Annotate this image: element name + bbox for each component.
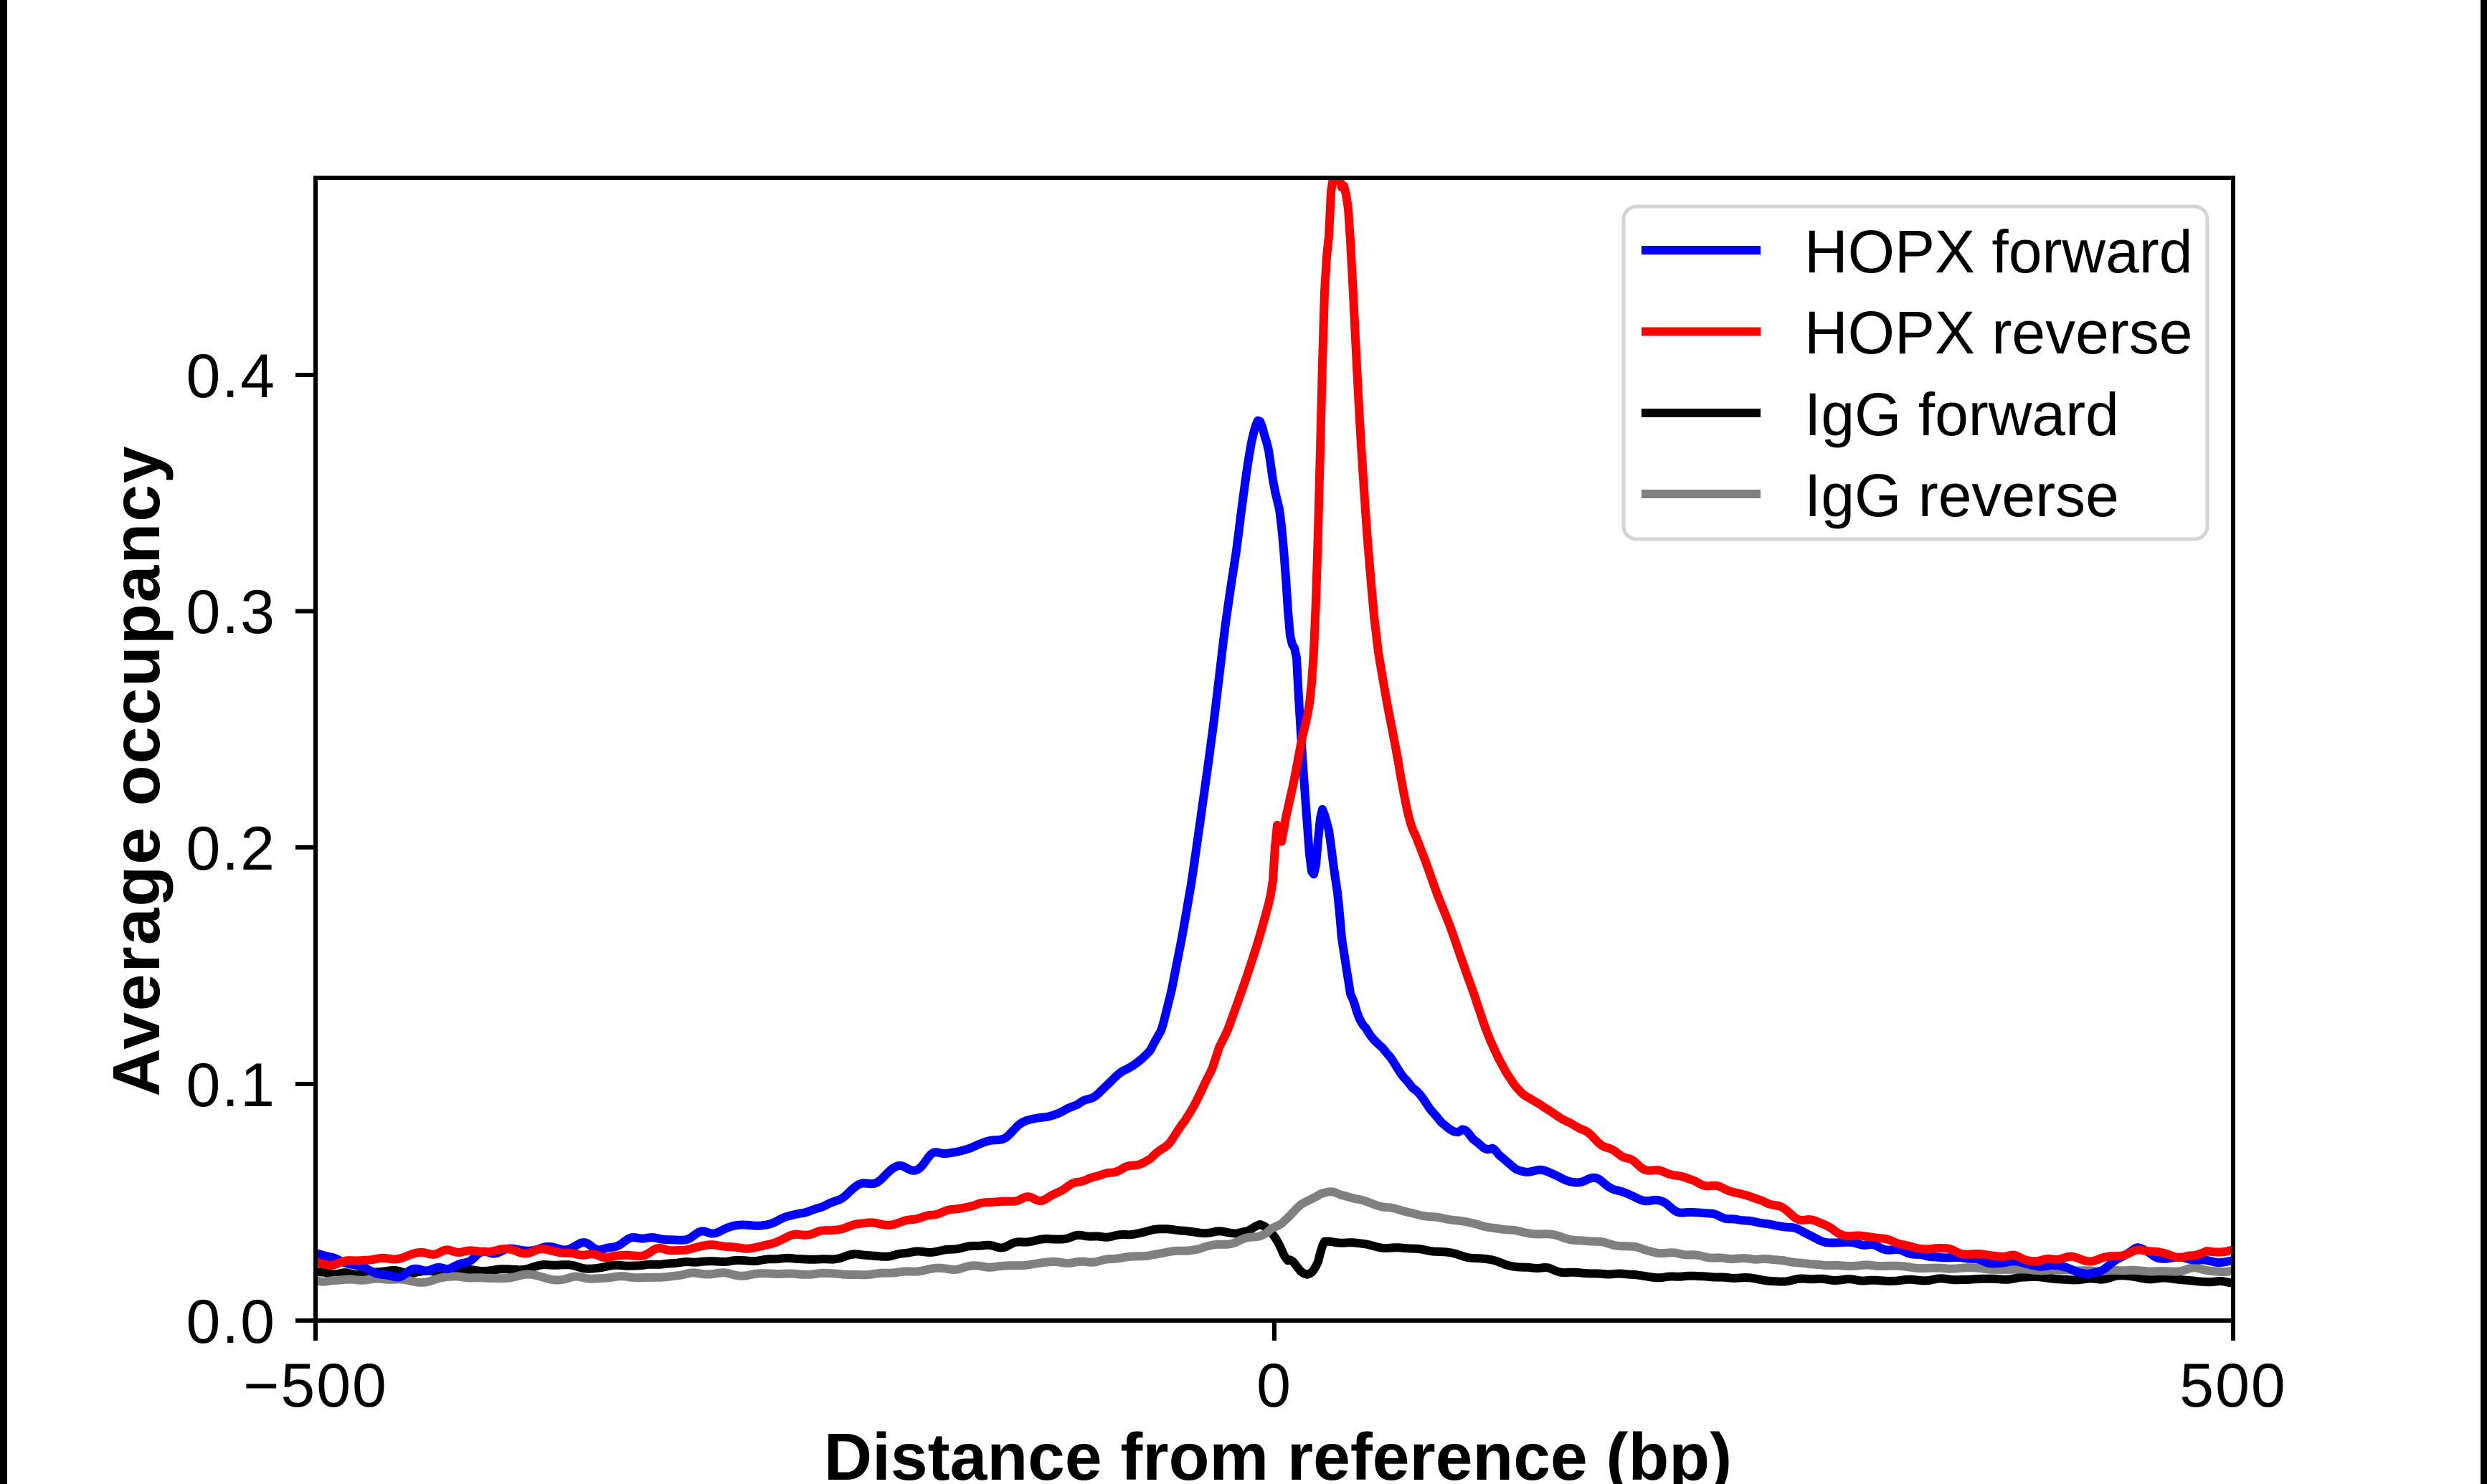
svg-text:0.3: 0.3 bbox=[186, 578, 276, 647]
svg-text:HOPX forward: HOPX forward bbox=[1804, 218, 2193, 285]
svg-text:IgG forward: IgG forward bbox=[1804, 381, 2119, 448]
svg-text:HOPX reverse: HOPX reverse bbox=[1804, 299, 2193, 366]
svg-text:0.0: 0.0 bbox=[186, 1288, 276, 1356]
svg-text:IgG reverse: IgG reverse bbox=[1804, 462, 2119, 529]
svg-text:Distance from reference (bp): Distance from reference (bp) bbox=[824, 1419, 1732, 1484]
svg-text:−500: −500 bbox=[243, 1351, 388, 1420]
svg-text:0.2: 0.2 bbox=[186, 814, 276, 883]
svg-text:0.4: 0.4 bbox=[186, 342, 276, 411]
svg-text:Average occupancy: Average occupancy bbox=[99, 444, 174, 1096]
svg-text:500: 500 bbox=[2179, 1351, 2287, 1420]
svg-text:0: 0 bbox=[1256, 1351, 1292, 1420]
svg-text:0.1: 0.1 bbox=[186, 1051, 276, 1120]
